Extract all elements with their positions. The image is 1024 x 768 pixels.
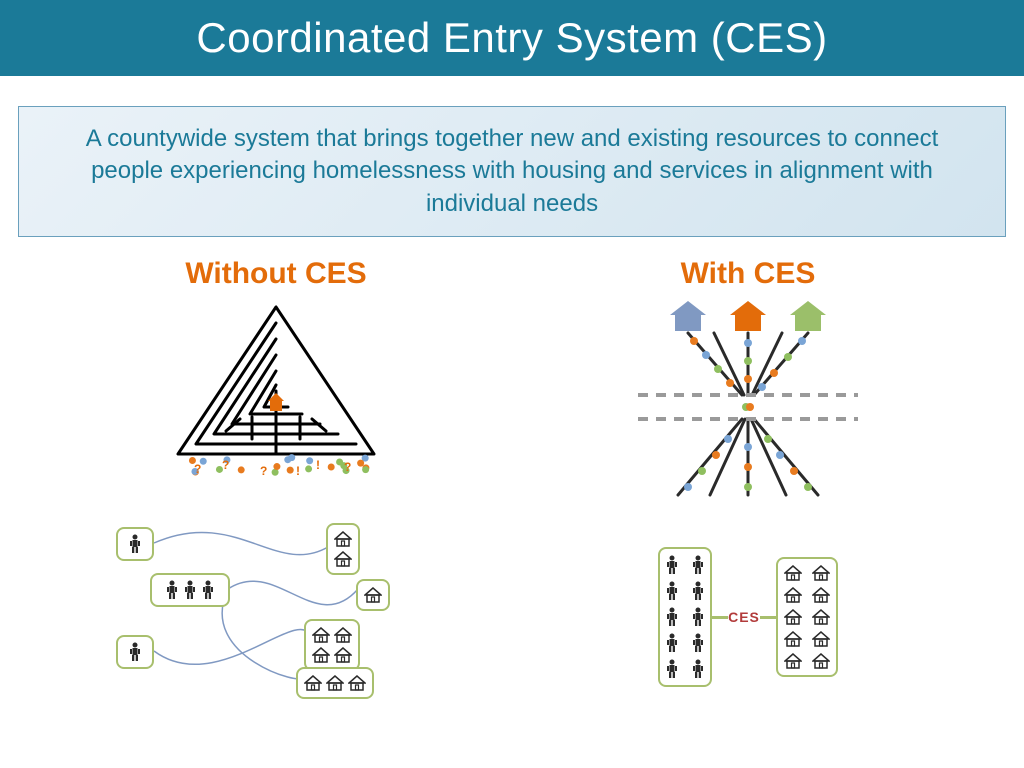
people-box (116, 527, 154, 561)
people-grid-box (658, 547, 712, 687)
panel-title-without: Without CES (185, 257, 366, 291)
ces-label: CES (728, 609, 760, 625)
slide-title: Coordinated Entry System (CES) (196, 14, 827, 62)
description-box: A countywide system that brings together… (18, 106, 1006, 237)
svg-text:?: ? (260, 464, 267, 478)
houses-box (326, 523, 360, 575)
people-box (116, 635, 154, 669)
panel-title-with: With CES (681, 257, 816, 291)
svg-text:!: ! (296, 464, 300, 478)
svg-text:!: ! (316, 458, 320, 472)
description-text: A countywide system that brings together… (86, 125, 938, 217)
houses-grid-box (776, 557, 838, 677)
houses-box (304, 619, 360, 671)
slide-header: Coordinated Entry System (CES) (0, 0, 1024, 76)
panel-with-ces: With CES CES (548, 257, 948, 717)
svg-text:?: ? (344, 460, 351, 474)
people-box (150, 573, 230, 607)
maze-diagram: ????!! (166, 299, 386, 499)
svg-text:?: ? (222, 458, 229, 472)
panel-without-ces: Without CES (76, 257, 476, 717)
houses-box (296, 667, 374, 699)
without-boxes (96, 517, 456, 717)
panels-row: Without CES (0, 257, 1024, 717)
with-boxes: CES (568, 517, 928, 717)
ces-connector: CES (712, 609, 776, 625)
svg-text:?: ? (194, 462, 201, 476)
funnel-diagram (618, 299, 878, 499)
houses-box (356, 579, 390, 611)
